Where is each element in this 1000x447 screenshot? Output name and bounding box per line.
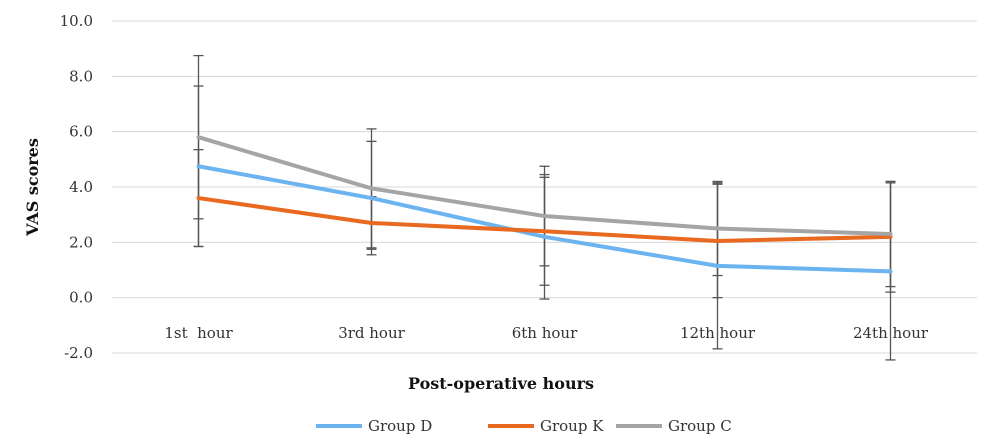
- series-lines: [196, 135, 893, 274]
- y-tick-label: 10.0: [60, 12, 93, 30]
- legend-item: Group D: [316, 417, 432, 435]
- legend-label: Group D: [368, 417, 432, 435]
- y-tick-label: -2.0: [64, 344, 93, 362]
- x-tick-label: 3rd hour: [338, 324, 405, 342]
- legend-item: Group K: [488, 417, 604, 435]
- legend-label: Group K: [540, 417, 604, 435]
- y-tick-label: 4.0: [69, 178, 93, 196]
- y-tick-label: 0.0: [69, 289, 93, 307]
- x-tick-label: 1st hour: [164, 324, 233, 342]
- y-tick-label: 6.0: [69, 123, 93, 141]
- y-tick-label: 2.0: [69, 233, 93, 251]
- y-axis-title: VAS scores: [23, 138, 42, 237]
- x-axis-title: Post-operative hours: [408, 374, 594, 393]
- series-line-group-k: [196, 196, 893, 243]
- legend-label: Group C: [668, 417, 732, 435]
- error-bars: [193, 54, 896, 361]
- legend: Group D Group K Group C: [316, 417, 732, 435]
- series-line-group-d: [196, 164, 893, 274]
- y-tick-labels: -2.0 0.0 2.0 4.0 6.0 8.0 10.0: [60, 12, 93, 362]
- legend-item: Group C: [616, 417, 732, 435]
- series-line-group-c: [196, 135, 893, 237]
- y-tick-label: 8.0: [69, 67, 93, 85]
- x-tick-labels: 1st hour 3rd hour 6th hour 12th hour 24th ho…: [164, 324, 929, 342]
- x-tick-label: 6th hour: [512, 324, 578, 342]
